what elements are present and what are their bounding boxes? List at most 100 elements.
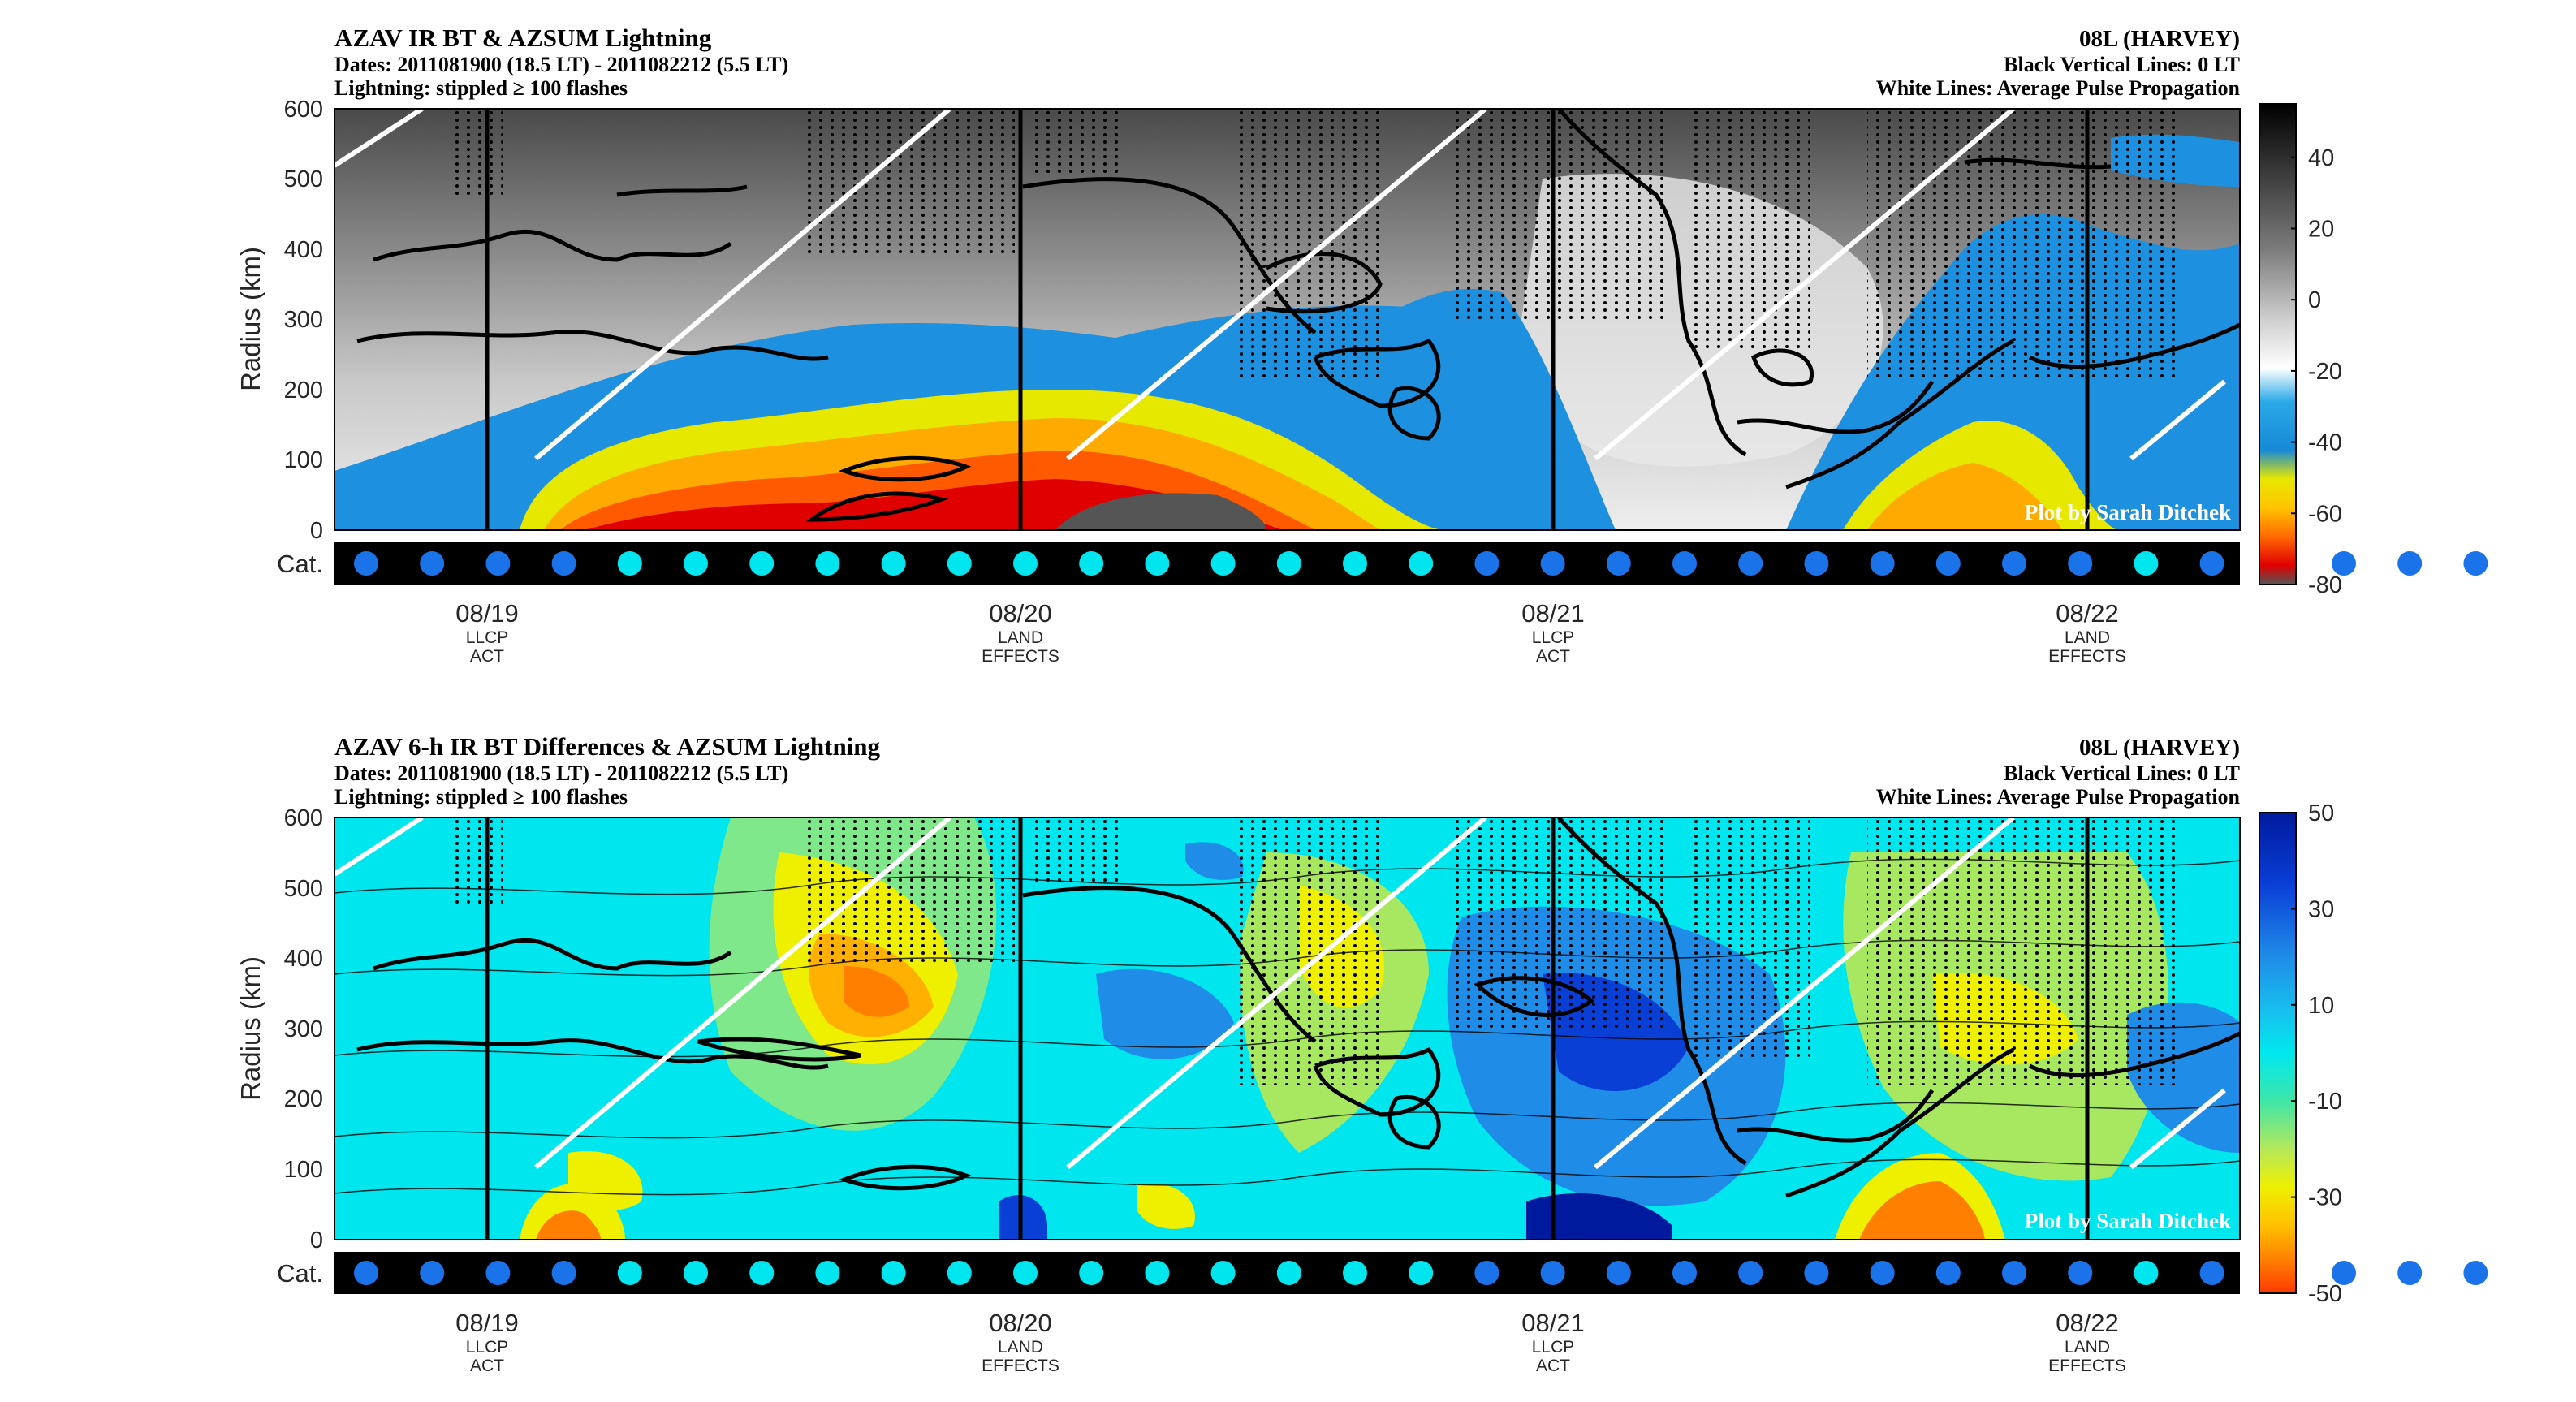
wlines-legend: White Lines: Average Pulse Propagation	[1876, 76, 2241, 100]
panel-lightning-note: Lightning: stippled ≥ 100 flashes	[334, 785, 628, 809]
colorbar-tick-label: -80	[2308, 572, 2342, 598]
category-dot	[2002, 1261, 2026, 1285]
svg-text:ACT: ACT	[470, 1357, 504, 1375]
colorbar-tick-label: 30	[2308, 896, 2334, 922]
credit: Plot by Sarah Ditchek	[2025, 500, 2231, 524]
svg-text:08/20: 08/20	[989, 599, 1052, 628]
category-dot	[1870, 1261, 1895, 1285]
svg-text:ACT: ACT	[470, 647, 504, 666]
category-dot	[947, 551, 972, 576]
svg-text:08/20: 08/20	[989, 1309, 1052, 1337]
svg-text:LLCP: LLCP	[466, 1338, 509, 1357]
category-dot	[354, 551, 378, 576]
colorbar-ticks: 40 20 0 -20 -40 -60 -80	[2291, 145, 2342, 598]
svg-text:EFFECTS: EFFECTS	[982, 1357, 1059, 1375]
panel-diff: AZAV 6-h IR BT Differences & AZSUM Light…	[235, 732, 2488, 1375]
heatmap-diff	[334, 817, 2240, 1240]
panel-dates: Dates: 2011081900 (18.5 LT) - 2011082212…	[334, 53, 788, 76]
y-axis-label: Radius (km)	[235, 247, 265, 391]
category-dot	[354, 1261, 378, 1285]
svg-text:ACT: ACT	[1536, 647, 1570, 666]
heatmap-bt	[334, 109, 2240, 530]
category-dot	[1013, 1261, 1038, 1285]
y-tick-label: 600	[284, 805, 323, 831]
category-dots	[354, 1261, 2488, 1285]
colorbar-tick-label: -20	[2308, 359, 2342, 385]
storm-name: 08L (HARVEY)	[2079, 26, 2240, 52]
category-dot	[1606, 551, 1631, 576]
y-tick-label: 600	[284, 97, 323, 123]
category-dot	[2397, 551, 2423, 576]
y-tick-label: 0	[310, 1227, 323, 1253]
y-tick-label: 200	[284, 377, 323, 403]
category-dot	[1079, 1261, 1104, 1285]
svg-text:LLCP: LLCP	[1532, 1338, 1575, 1357]
plot-frame	[334, 817, 2241, 1240]
category-dot	[1276, 551, 1301, 576]
panel-dates: Dates: 2011081900 (18.5 LT) - 2011082212…	[334, 761, 788, 785]
svg-text:LAND: LAND	[998, 628, 1043, 647]
category-dot	[1145, 1261, 1170, 1285]
category-dot	[485, 551, 511, 576]
y-tick-label: 100	[284, 447, 323, 473]
colorbar-ticks: 50 30 10 -10 -30 -50	[2291, 800, 2342, 1307]
svg-text:LLCP: LLCP	[1532, 628, 1575, 647]
svg-text:08/22: 08/22	[2056, 1309, 2119, 1337]
svg-text:LLCP: LLCP	[466, 628, 509, 647]
svg-text:08/19: 08/19	[455, 599, 519, 628]
category-dot	[2199, 1261, 2224, 1285]
y-axis-label: Radius (km)	[235, 956, 265, 1101]
category-dot	[749, 1261, 775, 1285]
category-dot	[947, 1261, 972, 1285]
y-axis: 0 100 200 300 400 500 600	[284, 97, 323, 544]
category-dot	[1343, 551, 1367, 576]
colorbar-tick-label: 40	[2308, 145, 2334, 171]
svg-text:08/19: 08/19	[455, 1309, 519, 1337]
category-dot	[684, 551, 708, 576]
colorbar	[2259, 103, 2297, 585]
panel-bt: AZAV IR BT & AZSUM Lightning Dates: 2011…	[235, 24, 2488, 666]
svg-text:08/22: 08/22	[2056, 599, 2119, 628]
category-dot	[2397, 1261, 2423, 1285]
category-dot	[1738, 1261, 1763, 1285]
svg-text:08/21: 08/21	[1521, 599, 1585, 628]
category-dot	[1606, 1261, 1631, 1285]
svg-text:LAND: LAND	[998, 1338, 1043, 1357]
category-dot	[1738, 551, 1763, 576]
category-dot	[2463, 551, 2488, 576]
y-tick-label: 300	[284, 1016, 323, 1042]
colorbar-tick-label: 0	[2308, 287, 2321, 313]
category-dot	[2199, 551, 2224, 576]
category-dot	[1145, 551, 1170, 576]
colorbar-tick-label: -50	[2308, 1281, 2342, 1307]
category-dot	[881, 1261, 906, 1285]
category-dot	[1409, 551, 1434, 576]
category-dot	[2002, 551, 2026, 576]
colorbar-tick-label: -40	[2308, 430, 2342, 456]
colorbar-tick-label: -60	[2308, 501, 2342, 527]
vlines-legend: Black Vertical Lines: 0 LT	[2004, 761, 2240, 785]
category-dot	[551, 1261, 576, 1285]
colorbar-tick-label: -10	[2308, 1089, 2342, 1115]
svg-text:LAND: LAND	[2065, 1338, 2110, 1357]
category-dot	[1935, 1261, 1961, 1285]
category-label: Cat.	[277, 1259, 323, 1288]
category-dots	[354, 551, 2488, 576]
y-tick-label: 400	[284, 946, 323, 972]
svg-text:EFFECTS: EFFECTS	[982, 647, 1059, 666]
category-dot	[551, 551, 576, 576]
category-dot	[815, 1261, 840, 1285]
category-dot	[2463, 1261, 2488, 1285]
category-dot	[2068, 1261, 2093, 1285]
category-dot	[2068, 551, 2093, 576]
y-axis: 0 100 200 300 400 500 600	[284, 805, 323, 1253]
y-tick-label: 100	[284, 1157, 323, 1183]
svg-text:EFFECTS: EFFECTS	[2048, 1357, 2126, 1375]
